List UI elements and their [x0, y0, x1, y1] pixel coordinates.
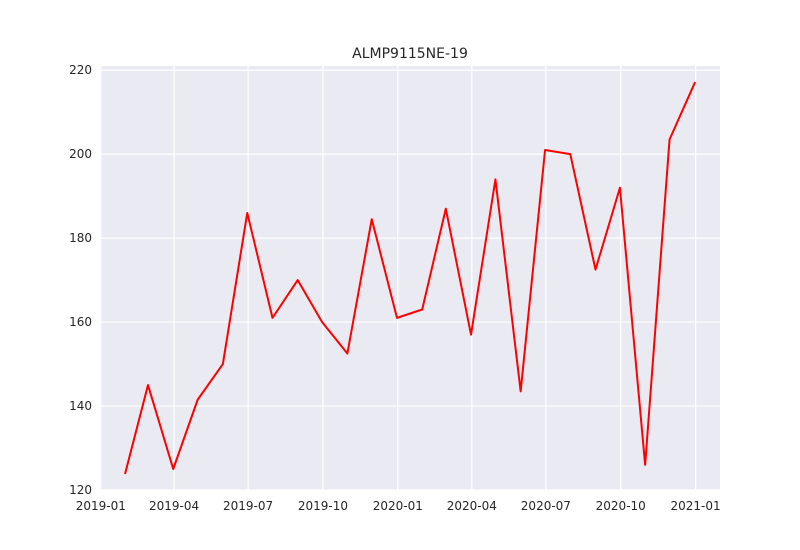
y-tick-label: 200	[69, 147, 92, 161]
grid	[100, 66, 720, 491]
x-axis: 2019-01 2019-04 2019-07 2019-10 2020-01 2020-…	[76, 499, 721, 513]
x-tick-label: 2019-01	[76, 499, 126, 513]
series-line	[124, 81, 696, 475]
x-tick-label: 2019-04	[149, 499, 199, 513]
x-tick-label: 2020-07	[521, 499, 571, 513]
x-tick-label: 2021-01	[671, 499, 721, 513]
y-tick-label: 220	[69, 63, 92, 77]
x-tick-label: 2020-10	[596, 499, 646, 513]
y-tick-label: 160	[69, 315, 92, 329]
x-tick-label: 2020-01	[373, 499, 423, 513]
series-group	[124, 81, 696, 475]
y-tick-label: 180	[69, 231, 92, 245]
x-tick-label: 2019-07	[223, 499, 273, 513]
y-axis: 120 140 160 180 200 220	[69, 63, 92, 497]
y-tick-label: 140	[69, 399, 92, 413]
y-tick-label: 120	[69, 483, 92, 497]
plot-area	[100, 66, 720, 490]
chart-title: ALMP9115NE-19	[352, 46, 468, 62]
x-tick-label: 2020-04	[447, 499, 497, 513]
x-tick-label: 2019-10	[298, 499, 348, 513]
